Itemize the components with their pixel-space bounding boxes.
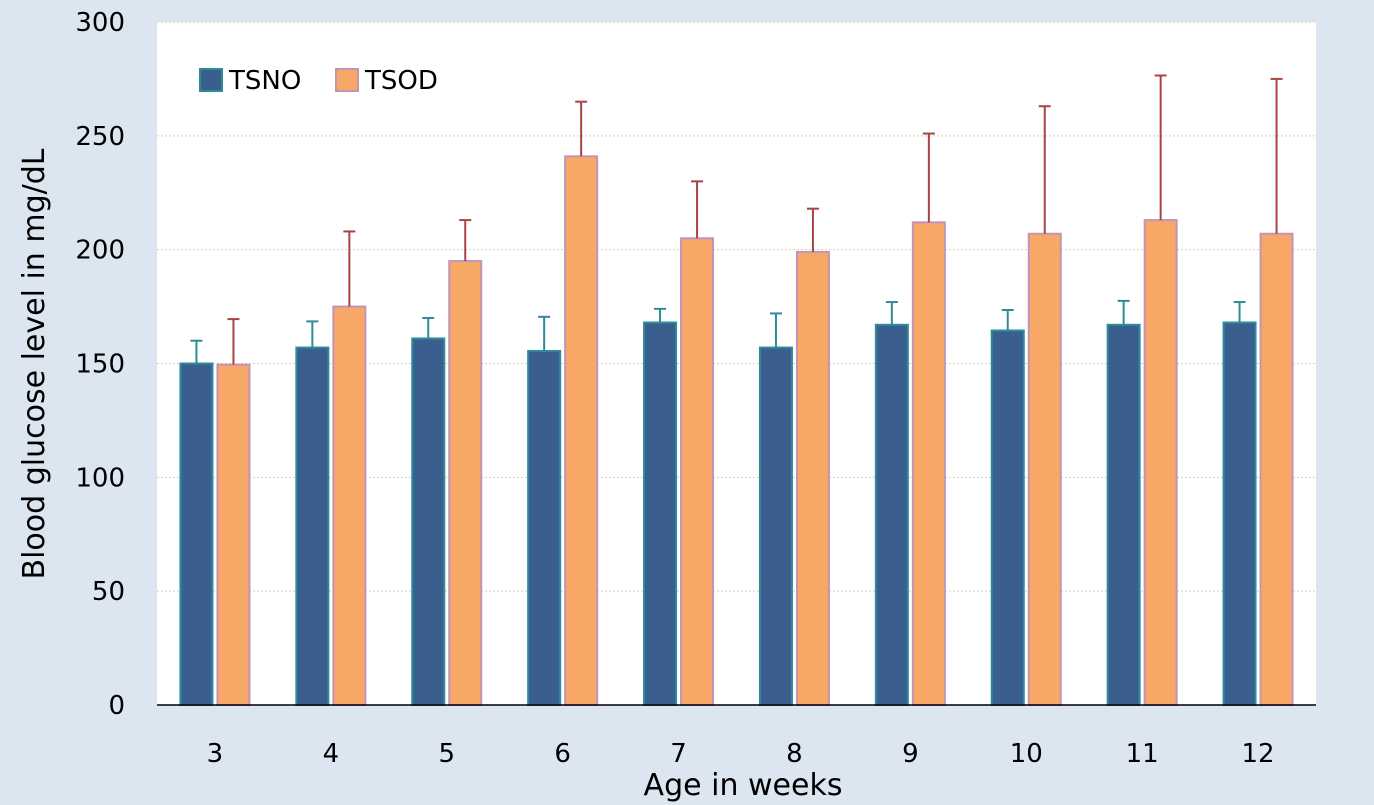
bar-tsod-12	[1259, 232, 1294, 706]
x-tick-label: 5	[438, 739, 455, 769]
y-tick-label: 150	[75, 350, 125, 380]
bar-tsod-11	[1143, 219, 1178, 706]
bar-tsno-7	[643, 321, 678, 706]
bar-tsno-12	[1222, 321, 1257, 706]
legend-swatch-tsno	[199, 68, 223, 92]
y-tick-label: 300	[75, 8, 125, 38]
legend: TSNO TSOD	[199, 66, 438, 96]
x-tick-labels: 3 4 5 6 7 8 9 10 11 12	[207, 739, 1275, 769]
x-tick-label: 11	[1126, 739, 1159, 769]
error-bars	[190, 74, 1283, 365]
bar-tsod-10	[1027, 232, 1062, 706]
bar-tsod-6	[564, 155, 599, 707]
legend-label-tsod: TSOD	[364, 66, 438, 96]
y-tick-label: 250	[75, 122, 125, 152]
bar-tsod-4	[332, 305, 367, 706]
bar-tsno-11	[1106, 323, 1141, 706]
x-axis-title: Age in weeks	[644, 768, 843, 803]
bar-tsno-9	[874, 323, 909, 706]
x-tick-label: 7	[670, 739, 687, 769]
y-tick-label: 0	[108, 691, 125, 721]
x-tick-label: 8	[786, 739, 803, 769]
y-tick-label: 50	[92, 577, 125, 607]
x-tick-label: 6	[554, 739, 571, 769]
y-tick-label: 200	[75, 236, 125, 266]
bar-tsno-4	[295, 346, 330, 706]
x-tick-label: 9	[902, 739, 919, 769]
y-axis-title: Blood glucose level in mg/dL	[17, 148, 52, 579]
x-tick-label: 4	[323, 739, 340, 769]
bar-tsno-10	[990, 329, 1025, 706]
bar-tsno-6	[527, 349, 562, 706]
bars	[179, 155, 1294, 707]
bar-tsod-9	[911, 221, 946, 706]
y-tick-labels: 0 50 100 150 200 250 300	[75, 8, 125, 721]
bar-tsno-5	[411, 337, 446, 706]
y-tick-label: 100	[75, 463, 125, 493]
legend-swatch-tsod	[335, 68, 359, 92]
bar-tsod-5	[448, 260, 483, 706]
bar-tsod-3	[216, 363, 251, 706]
bar-tsno-3	[179, 362, 214, 706]
bar-tsno-8	[758, 346, 793, 706]
legend-label-tsno: TSNO	[228, 66, 301, 96]
bar-tsod-7	[680, 237, 715, 707]
bar-tsod-8	[795, 250, 830, 706]
x-tick-label: 10	[1010, 739, 1043, 769]
x-tick-label: 12	[1242, 739, 1275, 769]
x-tick-label: 3	[207, 739, 224, 769]
